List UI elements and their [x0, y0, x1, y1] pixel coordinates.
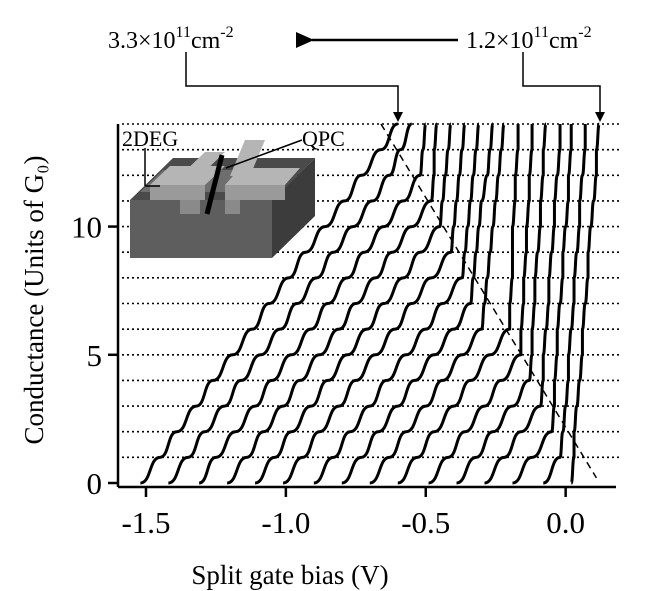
connector-left	[185, 52, 403, 122]
annotation-sup: 11	[176, 24, 191, 41]
conductance-curve	[397, 124, 520, 485]
annotation-unit-sup: -2	[220, 24, 233, 41]
conductance-curve	[569, 122, 601, 485]
x-tick-label: 0.0	[546, 505, 585, 540]
conductance-curve	[428, 124, 534, 485]
inset-side	[272, 158, 315, 258]
conductance-curve	[226, 122, 439, 485]
conductance-curve	[313, 122, 481, 485]
x-tick-label: -1.5	[121, 505, 170, 540]
inset-front	[130, 200, 272, 258]
guide-line	[380, 123, 598, 479]
annotation-text: 3.3×10	[108, 28, 176, 54]
conductance-curve	[254, 122, 453, 485]
conductance-curve	[198, 122, 428, 485]
inset-label: 2DEG	[122, 126, 178, 151]
conductance-curve	[139, 122, 399, 485]
y-axis-title: Conductance (Units of G₀)	[19, 155, 49, 444]
connector-right	[522, 52, 605, 122]
qpc-channel	[204, 154, 225, 215]
annotation-unit: cm	[191, 28, 221, 54]
inset: 2DEG QPC	[122, 126, 345, 258]
conductance-curve	[512, 124, 573, 485]
inset-label: QPC	[302, 126, 345, 151]
y-tick-label: 5	[87, 338, 103, 373]
x-tick-label: -0.5	[401, 505, 450, 540]
plot-area: 0 5 10 -1.5 -1.0 -0.5 0.0	[71, 122, 622, 540]
conductance-curve	[282, 122, 467, 485]
annotation-sup: 11	[534, 24, 549, 41]
annotation-unit: cm	[549, 28, 579, 54]
annotation-text: 1.2×10	[466, 28, 534, 54]
conductance-curve	[341, 122, 495, 485]
conductance-curve	[542, 124, 587, 485]
x-axis-title: Split gate bias (V)	[191, 560, 388, 590]
x-tick-label: -1.0	[261, 505, 310, 540]
annotation-left: 3.3×1011cm-2	[108, 24, 234, 54]
annotation-unit-sup: -2	[578, 24, 591, 41]
y-tick-label: 10	[71, 210, 102, 245]
conductance-curve	[369, 122, 506, 485]
conductance-curve	[456, 122, 548, 485]
conductance-curve	[167, 122, 413, 485]
annotation-connectors	[185, 32, 605, 122]
y-tick-label: 0	[87, 466, 103, 501]
conductance-curve	[484, 123, 562, 485]
annotation-right: 1.2×1011cm-2	[466, 24, 592, 54]
